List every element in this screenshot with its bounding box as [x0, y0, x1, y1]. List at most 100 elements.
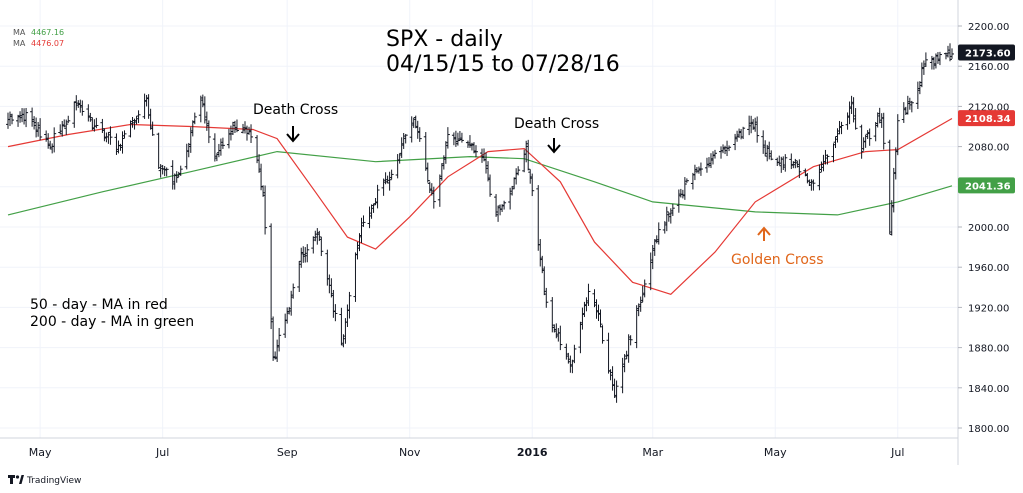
- price-bar: [839, 121, 844, 135]
- price-bar: [431, 186, 436, 209]
- price-bar: [417, 127, 422, 142]
- x-tick-label: Nov: [399, 446, 421, 459]
- y-tick-label: 2080.00: [968, 143, 1009, 154]
- price-bar: [66, 115, 71, 124]
- price-bar: [950, 48, 954, 59]
- price-label-box: [958, 177, 1015, 194]
- price-bar: [670, 203, 675, 217]
- annotation-death-cross-1: Death Cross: [253, 102, 338, 118]
- price-bar: [234, 119, 239, 133]
- price-bar: [614, 380, 619, 403]
- legend-ma-label: MA: [13, 39, 26, 48]
- y-tick-label: 1880.00: [968, 344, 1009, 355]
- price-bar: [712, 149, 717, 159]
- y-tick-label: 1840.00: [968, 384, 1009, 395]
- price-bar: [291, 283, 296, 299]
- y-tick-label: 2120.00: [968, 102, 1009, 113]
- price-bar: [94, 117, 99, 129]
- price-bar: [64, 119, 69, 136]
- price-bar: [558, 325, 563, 351]
- price-bar: [825, 154, 830, 165]
- price-bar: [122, 130, 127, 139]
- x-tick-label: Mar: [642, 446, 663, 459]
- up-arrow-icon: [757, 226, 771, 241]
- price-bar: [80, 100, 85, 116]
- price-bar: [881, 112, 886, 150]
- ma-50-line: [7, 117, 953, 295]
- note-50-day: 50 - day - MA in red: [30, 297, 168, 313]
- price-bar: [598, 309, 603, 328]
- price-bar: [164, 167, 169, 177]
- price-bar: [150, 121, 155, 136]
- price-bar: [895, 114, 900, 156]
- annotation-death-cross-2: Death Cross: [514, 116, 599, 132]
- note-200-day: 200 - day - MA in green: [30, 314, 194, 330]
- x-tick-label: Sep: [277, 446, 298, 459]
- price-bar: [638, 296, 643, 312]
- price-bar: [10, 113, 15, 125]
- chart-title-line2: 04/15/15 to 07/28/16: [386, 52, 620, 77]
- price-bar: [206, 120, 211, 144]
- price-bar: [793, 158, 798, 169]
- price-bar: [249, 124, 254, 144]
- chart-title-line1: SPX - daily: [386, 27, 503, 52]
- y-tick-label: 1800.00: [968, 424, 1009, 435]
- price-bar: [811, 179, 816, 191]
- price-bar: [403, 133, 408, 144]
- price-bar: [656, 222, 661, 245]
- price-bar: [923, 52, 928, 67]
- price-bar: [867, 128, 872, 146]
- price-bar: [387, 171, 392, 191]
- x-tick-label: 2016: [517, 446, 548, 459]
- price-bar: [389, 169, 394, 180]
- price-bar: [797, 159, 802, 179]
- price-bar: [586, 283, 591, 306]
- watermark: TradingView: [26, 476, 81, 486]
- price-bar: [333, 304, 338, 322]
- tradingview-logo-icon: [8, 475, 24, 484]
- price-bar: [459, 132, 464, 143]
- price-bar: [859, 124, 864, 159]
- price-bars: [6, 43, 954, 403]
- price-bar: [305, 244, 310, 263]
- price-label-box: [958, 44, 1015, 61]
- price-label-box: [958, 110, 1015, 127]
- price-labels: 2173.60 2108.34 2041.36: [958, 44, 1015, 194]
- price-bar: [375, 184, 380, 209]
- price-label-text: 2173.60: [965, 49, 1011, 60]
- price-label-text: 2108.34: [965, 114, 1011, 125]
- down-arrow-icon: [286, 126, 300, 143]
- price-bar: [38, 118, 43, 141]
- price-bar: [628, 335, 633, 346]
- price-bar: [319, 236, 324, 257]
- price-bar: [473, 145, 478, 158]
- price-bar: [817, 164, 822, 191]
- price-bar: [642, 279, 647, 298]
- price-bar: [425, 162, 430, 183]
- price-label-text: 2041.36: [965, 181, 1011, 192]
- price-bar: [220, 137, 225, 149]
- price-bar: [937, 51, 942, 66]
- y-tick-label: 2160.00: [968, 62, 1009, 73]
- price-bar: [755, 116, 760, 143]
- price-bar: [488, 174, 493, 197]
- x-tick-label: Jul: [155, 446, 169, 459]
- price-bar: [136, 110, 141, 124]
- price-bar: [664, 206, 669, 232]
- price-bar: [853, 108, 858, 130]
- price-bar: [682, 177, 687, 200]
- y-tick-label: 1920.00: [968, 303, 1009, 314]
- legend-ma-value: 4476.07: [31, 39, 64, 48]
- price-bar: [120, 131, 125, 154]
- price-bar: [502, 200, 507, 210]
- price-bar: [108, 126, 113, 145]
- price-bar: [684, 178, 689, 183]
- price-bar: [24, 107, 29, 128]
- annotation-golden-cross: Golden Cross: [731, 252, 824, 268]
- price-bar: [698, 162, 703, 176]
- price-bar: [741, 126, 746, 140]
- y-tick-label: 1960.00: [968, 263, 1009, 274]
- price-bar: [192, 112, 197, 125]
